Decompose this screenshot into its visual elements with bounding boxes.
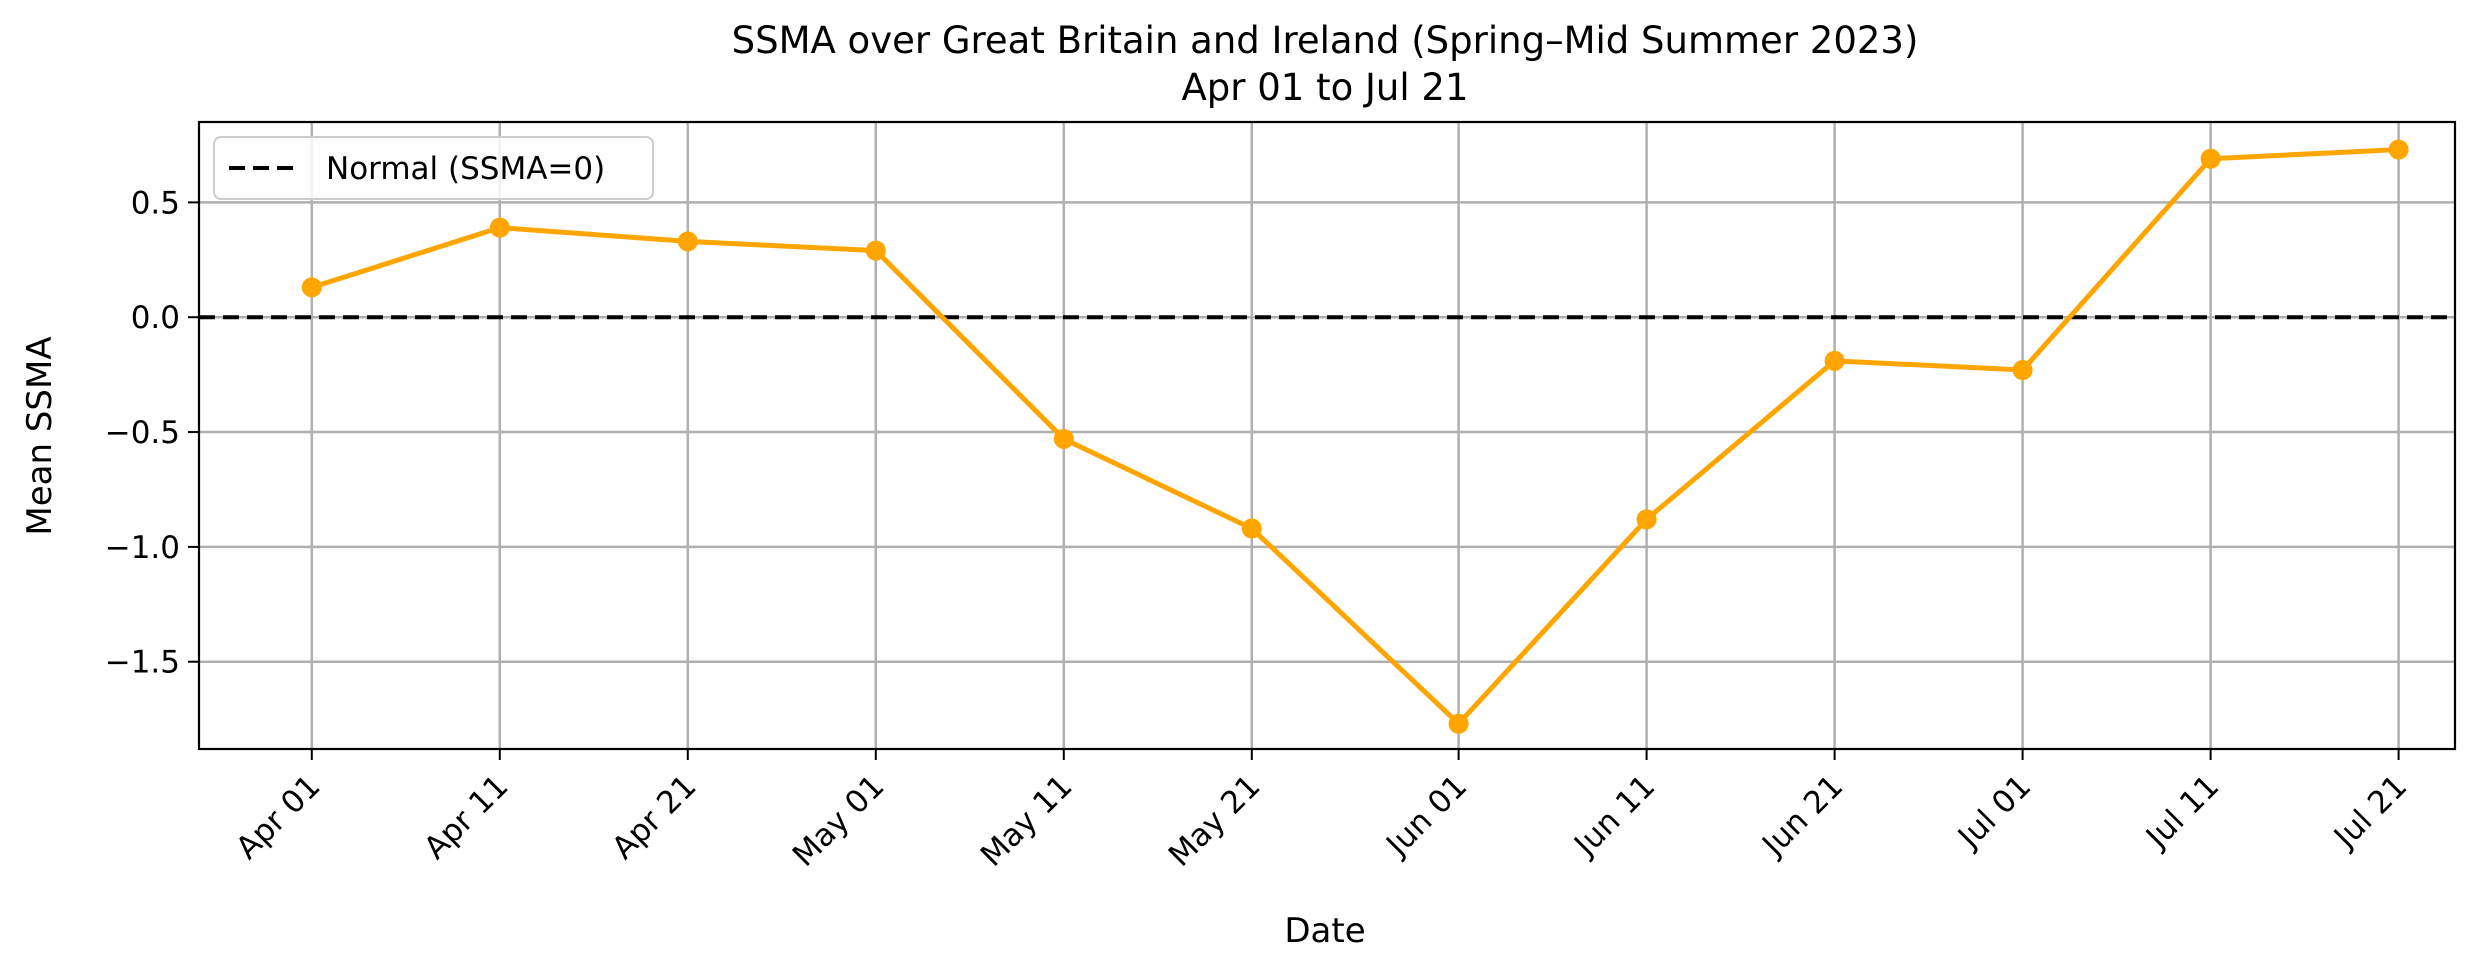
data-point <box>1241 518 1262 539</box>
y-tick-label: −1.0 <box>105 530 180 566</box>
y-tick-label: −0.5 <box>105 415 180 451</box>
series-layer <box>301 139 2409 734</box>
data-point <box>2200 148 2221 169</box>
plot-frame <box>197 120 2457 751</box>
legend-box <box>213 136 654 200</box>
data-point <box>1636 509 1657 530</box>
data-point <box>1448 713 1469 734</box>
y-axis: 0.5 0.0 −0.5 −1.0 −1.5 <box>105 185 199 681</box>
data-point <box>301 277 322 298</box>
series-line <box>309 147 2402 727</box>
data-point <box>2012 360 2033 381</box>
data-point <box>865 240 886 261</box>
x-axis-label: Date <box>1284 911 1365 951</box>
data-point <box>677 231 698 252</box>
y-tick-label: 0.0 <box>131 300 180 336</box>
y-tick-label: 0.5 <box>131 185 180 221</box>
y-axis-label: Mean SSMA <box>20 336 60 535</box>
data-point <box>2388 139 2409 160</box>
y-tick-label: −1.5 <box>105 645 180 681</box>
chart-title: SSMA over Great Britain and Ireland (Spr… <box>732 19 1919 62</box>
legend-label: Normal (SSMA=0) <box>326 151 605 187</box>
data-point <box>1053 428 1074 449</box>
data-point <box>489 217 510 238</box>
chart-subtitle: Apr 01 to Jul 21 <box>1181 66 1468 109</box>
legend: Normal (SSMA=0) <box>213 136 654 200</box>
data-point <box>1824 350 1845 371</box>
